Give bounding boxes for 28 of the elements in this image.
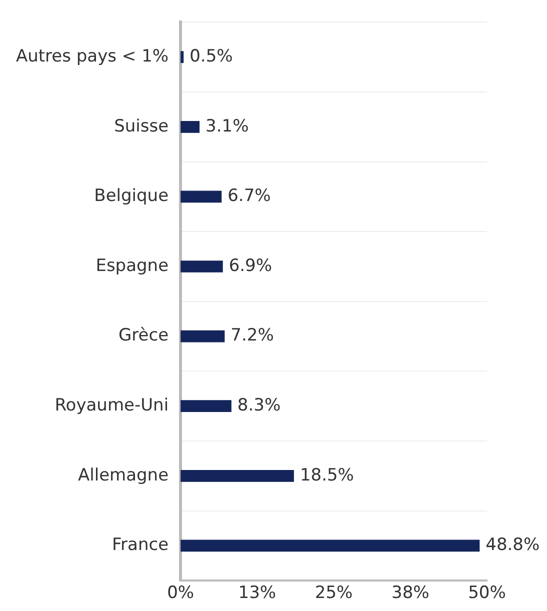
- data-label: 7.2%: [230, 326, 274, 346]
- y-tick-label: Suisse: [114, 116, 169, 136]
- x-tick-label: 13%: [238, 583, 276, 604]
- y-tick-label: Belgique: [94, 186, 169, 206]
- data-label: 18.5%: [300, 465, 354, 486]
- y-tick-label: Allemagne: [78, 465, 169, 486]
- bar: [180, 540, 480, 552]
- data-label: 48.8%: [486, 535, 540, 556]
- y-tick-label: France: [112, 535, 169, 556]
- bar: [180, 400, 232, 412]
- data-label: 8.3%: [237, 396, 281, 416]
- bar: [180, 330, 225, 342]
- y-tick-label: Grèce: [118, 326, 169, 346]
- bar: [180, 190, 222, 203]
- bar: [180, 260, 223, 272]
- x-tick-label: 50%: [468, 583, 506, 604]
- y-tick-label: Espagne: [96, 256, 169, 276]
- data-label: 6.7%: [228, 186, 271, 206]
- data-label: 3.1%: [206, 116, 249, 136]
- y-tick-label: Autres pays < 1%: [16, 46, 169, 67]
- x-tick-label: 25%: [314, 583, 353, 604]
- x-tick-label: 0%: [167, 583, 194, 604]
- x-tick-label: 38%: [391, 583, 430, 604]
- y-tick-label: Royaume-Uni: [54, 396, 169, 416]
- bar: [180, 120, 200, 133]
- data-label: 6.9%: [228, 256, 272, 276]
- data-label: 0.5%: [190, 46, 233, 67]
- bar: [180, 470, 294, 482]
